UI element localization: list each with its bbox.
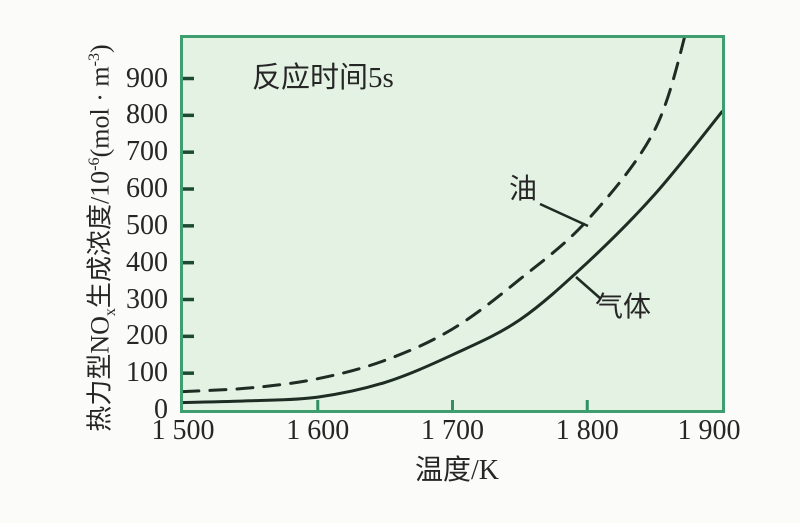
y-tick-label: 600 — [126, 173, 168, 204]
gas-label-leader-line — [575, 276, 602, 300]
x-tick-label: 1 600 — [286, 415, 350, 446]
y-tick-label: 800 — [126, 99, 168, 131]
x-axis-tick-marks — [316, 400, 589, 410]
y-axis-tick-marks — [183, 76, 194, 375]
x-tick-label: 1 500 — [151, 415, 215, 446]
gas-series-label: 气体 — [595, 292, 652, 323]
plot-area — [180, 35, 725, 413]
y-tick-label: 200 — [126, 320, 168, 352]
oil-label-leader-line — [539, 202, 589, 228]
y-axis-title-part: ) — [85, 44, 115, 53]
x-axis-title: 温度/K — [414, 455, 500, 486]
x-tick-label: 1 800 — [555, 415, 619, 446]
gas-series-curve — [183, 110, 722, 405]
oil-series-label: 油 — [509, 174, 538, 205]
y-tick-label: 900 — [126, 62, 168, 94]
y-tick-label: 100 — [126, 357, 168, 389]
y-tick-label: 300 — [126, 283, 168, 315]
oil-series-curve — [183, 38, 686, 394]
x-tick-label: 1 900 — [677, 415, 741, 446]
y-tick-label: 400 — [126, 246, 168, 278]
plot-canvas — [183, 38, 722, 410]
y-tick-label: 0 — [154, 394, 168, 425]
x-tick-label: 1 700 — [421, 415, 484, 446]
y-tick-label: 500 — [126, 209, 168, 241]
reaction-time-annotation: 反应时间5s — [252, 62, 394, 94]
y-tick-label: 700 — [126, 136, 168, 168]
